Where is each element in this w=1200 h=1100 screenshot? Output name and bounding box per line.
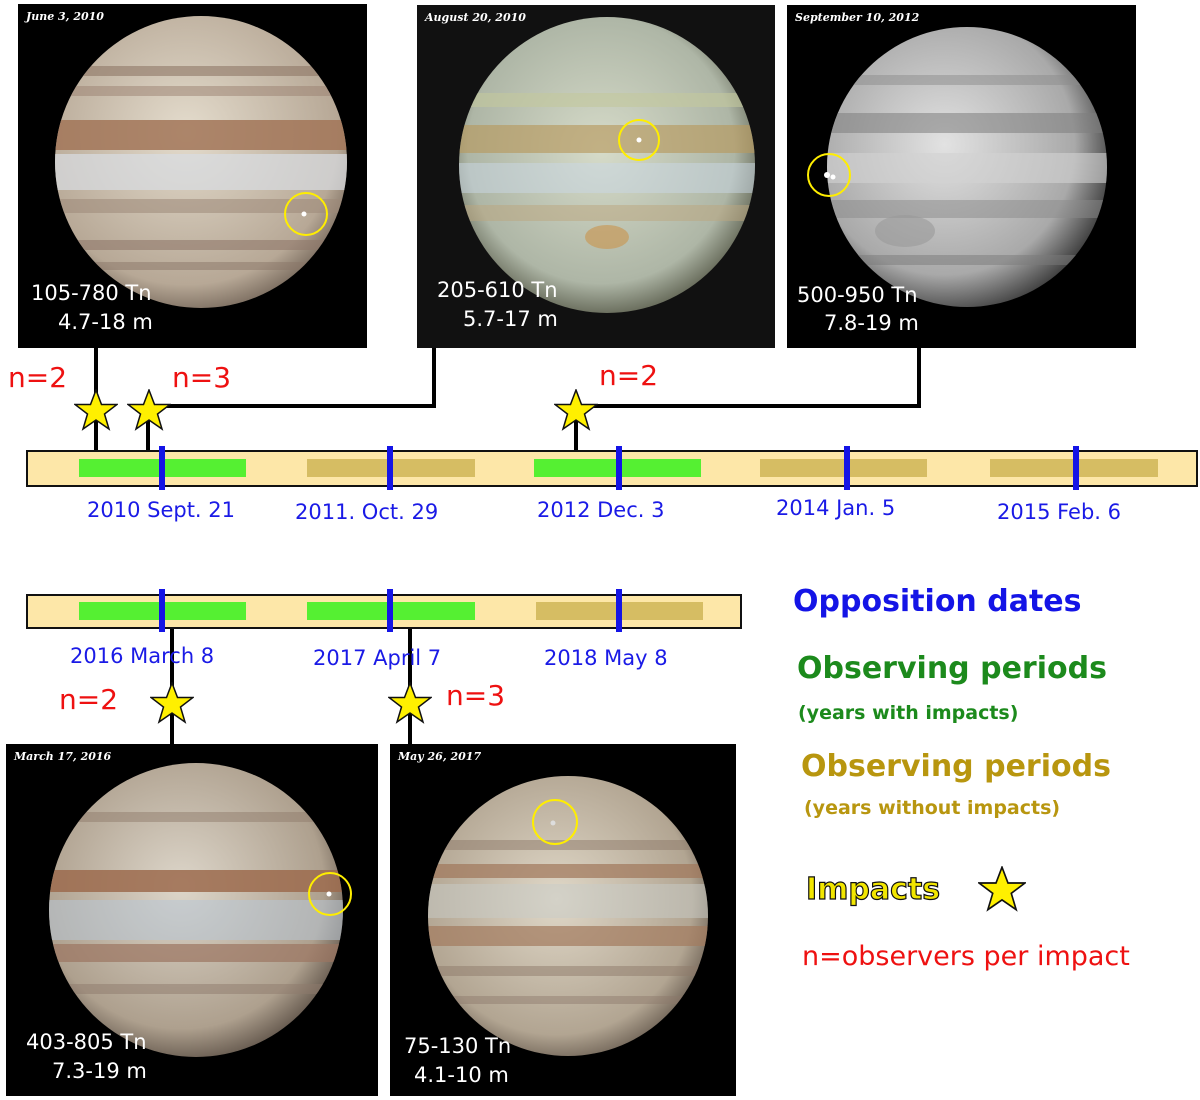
image-date: March 17, 2016	[14, 750, 112, 763]
image-date: September 10, 2012	[795, 11, 920, 24]
jupiter-image-march-2016: March 17, 2016 403-805 Tn 7.3-19 m	[6, 744, 378, 1096]
observer-count: n=3	[446, 679, 506, 712]
observer-count: n=3	[172, 361, 232, 394]
opposition-tick	[844, 446, 850, 490]
impact-star-icon	[127, 389, 171, 431]
observing-period-top-4	[760, 459, 927, 477]
opposition-tick	[387, 589, 393, 632]
mass-range: 205-610 Tn	[437, 278, 558, 302]
opposition-tick	[159, 589, 165, 632]
impact-star-icon	[554, 389, 598, 431]
image-date: May 26, 2017	[398, 750, 482, 763]
opposition-date: 2017 April 7	[313, 646, 442, 670]
opposition-tick	[616, 446, 622, 490]
opposition-tick	[1073, 446, 1079, 490]
jupiter-planet-icon	[49, 763, 352, 1057]
mass-range: 75-130 Tn	[404, 1034, 512, 1058]
size-range: 5.7-17 m	[463, 307, 558, 331]
size-range: 4.1-10 m	[414, 1063, 509, 1087]
legend-opposition-dates: Opposition dates	[793, 584, 1082, 619]
opposition-date: 2018 May 8	[544, 646, 668, 670]
impact-star-icon	[150, 682, 194, 724]
opposition-date: 2014 Jan. 5	[776, 496, 896, 520]
legend-observing-without-sub: (years without impacts)	[804, 797, 1061, 819]
legend-impacts: Impacts	[805, 871, 941, 907]
opposition-tick	[616, 589, 622, 632]
legend-observers-note: n=observers per impact	[802, 941, 1130, 972]
opposition-date: 2015 Feb. 6	[997, 500, 1122, 524]
opposition-date: 2010 Sept. 21	[87, 498, 236, 522]
mass-range: 403-805 Tn	[26, 1030, 147, 1054]
observer-count: n=2	[59, 683, 119, 716]
size-range: 4.7-18 m	[58, 310, 153, 334]
impact-star-icon	[388, 682, 432, 724]
jupiter-image-august-2010: August 20, 2010 205-610 Tn 5.7-17 m	[417, 5, 775, 348]
jupiter-image-september-2012: September 10, 2012 500-950 Tn 7.8-19 m	[787, 5, 1136, 348]
size-range: 7.8-19 m	[824, 311, 919, 335]
legend-observing-with-sub: (years with impacts)	[798, 702, 1019, 724]
jupiter-image-may-2017: May 26, 2017 75-130 Tn 4.1-10 m	[390, 744, 736, 1096]
image-date: June 3, 2010	[26, 10, 104, 23]
mass-range: 105-780 Tn	[31, 281, 152, 305]
jupiter-planet-icon	[428, 776, 708, 1056]
size-range: 7.3-19 m	[52, 1059, 147, 1083]
observer-count: n=2	[599, 359, 659, 392]
impact-star-icon	[74, 389, 118, 431]
opposition-date: 2012 Dec. 3	[537, 498, 665, 522]
jupiter-image-june-2010: June 3, 2010 105-780 Tn 4.7-18 m	[18, 4, 367, 348]
opposition-tick	[159, 446, 165, 490]
legend-observing-without: Observing periods	[801, 749, 1111, 784]
legend-observing-with: Observing periods	[797, 651, 1107, 686]
mass-range: 500-950 Tn	[797, 283, 918, 307]
observer-count: n=2	[8, 361, 68, 394]
jupiter-planet-icon	[807, 27, 1107, 307]
opposition-date: 2016 March 8	[70, 644, 215, 668]
jupiter-planet-icon	[55, 16, 347, 308]
opposition-date: 2011. Oct. 29	[295, 500, 439, 524]
jupiter-planet-icon	[417, 5, 775, 348]
legend-star-icon	[978, 866, 1026, 912]
image-date: August 20, 2010	[425, 11, 526, 24]
opposition-tick	[387, 446, 393, 490]
